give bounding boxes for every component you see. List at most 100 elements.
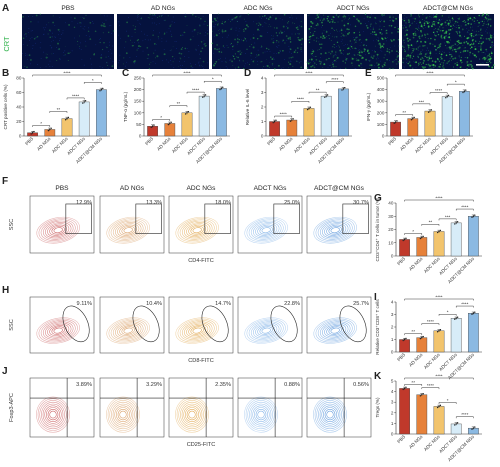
contour-line (110, 319, 146, 342)
gate-percentage: 10.4% (146, 301, 162, 307)
contour-line (181, 220, 213, 240)
gate-percentage: 25.7% (353, 301, 369, 307)
bar-g-3 (450, 222, 462, 257)
y-tick-label: 0 (261, 134, 264, 139)
y-axis-label: IFN-γ (pg/mL) (366, 92, 371, 121)
bar-e-3 (441, 96, 453, 137)
y-tick-label: 0 (391, 254, 394, 259)
flow-plot-frame (237, 296, 303, 354)
crt-micrograph (306, 13, 400, 70)
y-tick-label: 3 (391, 312, 394, 317)
significance-bracket (49, 111, 68, 113)
contour-line (180, 401, 204, 428)
contour-line (252, 222, 280, 239)
flow-plot-frame (29, 195, 95, 254)
contour-line (328, 326, 342, 335)
data-point (438, 230, 440, 233)
significance-mark: **** (183, 70, 190, 75)
data-point (344, 87, 346, 89)
significance-mark: * (447, 310, 449, 315)
significance-mark: **** (305, 70, 312, 75)
y-tick-label: 60 (16, 90, 22, 95)
y-tick-label: 20 (388, 227, 394, 232)
contour-line (106, 317, 150, 344)
flow-row-f: F SSC CD4-FITC PBS 12.9% AD NGs 13.3% ADC NGs 18… (2, 176, 372, 264)
panel-letter-a: A (2, 3, 9, 14)
contour-line (257, 410, 265, 419)
contour-line (121, 225, 135, 235)
data-point (66, 117, 68, 120)
contour-line (37, 398, 69, 431)
gate-percentage: 30.7% (353, 200, 369, 206)
bar-d-4 (338, 88, 349, 137)
contour-line (47, 223, 70, 238)
contour-line (112, 403, 134, 426)
contour-line (42, 403, 64, 426)
data-point (439, 404, 442, 407)
contour-line (38, 318, 78, 343)
significance-bracket (395, 114, 414, 117)
bar-d-0 (269, 121, 280, 137)
data-point (203, 95, 205, 97)
data-point (422, 335, 424, 338)
data-point (427, 111, 430, 113)
data-point (471, 428, 473, 430)
significance-mark: * (455, 80, 457, 85)
contour-line (192, 327, 202, 334)
panel-letter-g: G (374, 193, 382, 204)
y-tick-label: 150 (134, 99, 142, 104)
flow-y-label: SSC (9, 219, 15, 231)
flow-row-j: J Foxp3-APC CD25-FITC 3.89% 3.29% 2.35% 0.88% 0… (2, 366, 372, 448)
contour-line (255, 223, 278, 238)
data-point (402, 239, 404, 242)
bar-b-4 (96, 89, 107, 137)
contour-line (254, 407, 269, 422)
contour-line (108, 318, 148, 343)
significance-mark: ** (316, 88, 320, 93)
data-point (462, 91, 464, 94)
data-point (292, 118, 294, 120)
y-tick-label: 300 (377, 99, 385, 104)
contour-line (250, 321, 282, 340)
bar-e-1 (407, 118, 419, 137)
significance-bracket (325, 81, 344, 84)
data-point (438, 405, 440, 408)
x-tick-label: PBS (144, 136, 154, 146)
significance-mark: **** (435, 294, 442, 299)
data-point (438, 330, 440, 332)
contour-line (47, 409, 59, 421)
contour-line (319, 403, 341, 426)
significance-bracket (421, 387, 440, 390)
significance-bracket (412, 103, 431, 106)
contour-line (248, 219, 284, 241)
bar-b-3 (78, 101, 90, 137)
data-point (325, 95, 327, 97)
significance-bracket (438, 314, 457, 316)
contour-line (117, 223, 140, 238)
data-point (341, 89, 343, 91)
data-point (102, 87, 104, 90)
data-point (153, 124, 155, 126)
significance-mark: ** (177, 101, 181, 106)
bar-e-2 (424, 110, 436, 137)
flow-plot-frame (99, 296, 165, 354)
data-point (403, 387, 406, 390)
contour-line (51, 225, 65, 235)
data-point (421, 336, 423, 339)
data-point (309, 106, 312, 108)
contour-line (112, 220, 144, 240)
contour-line (330, 327, 340, 334)
rect-gate (135, 203, 162, 234)
contour-line (183, 322, 211, 339)
y-tick-label: 20 (16, 119, 22, 124)
significance-bracket (446, 83, 465, 86)
significance-bracket (421, 224, 440, 226)
contour-line (41, 401, 65, 428)
contour-line (176, 398, 208, 431)
contour-line (321, 222, 349, 239)
flow-plot-title: PBS (55, 185, 69, 192)
contour-line (259, 225, 273, 235)
